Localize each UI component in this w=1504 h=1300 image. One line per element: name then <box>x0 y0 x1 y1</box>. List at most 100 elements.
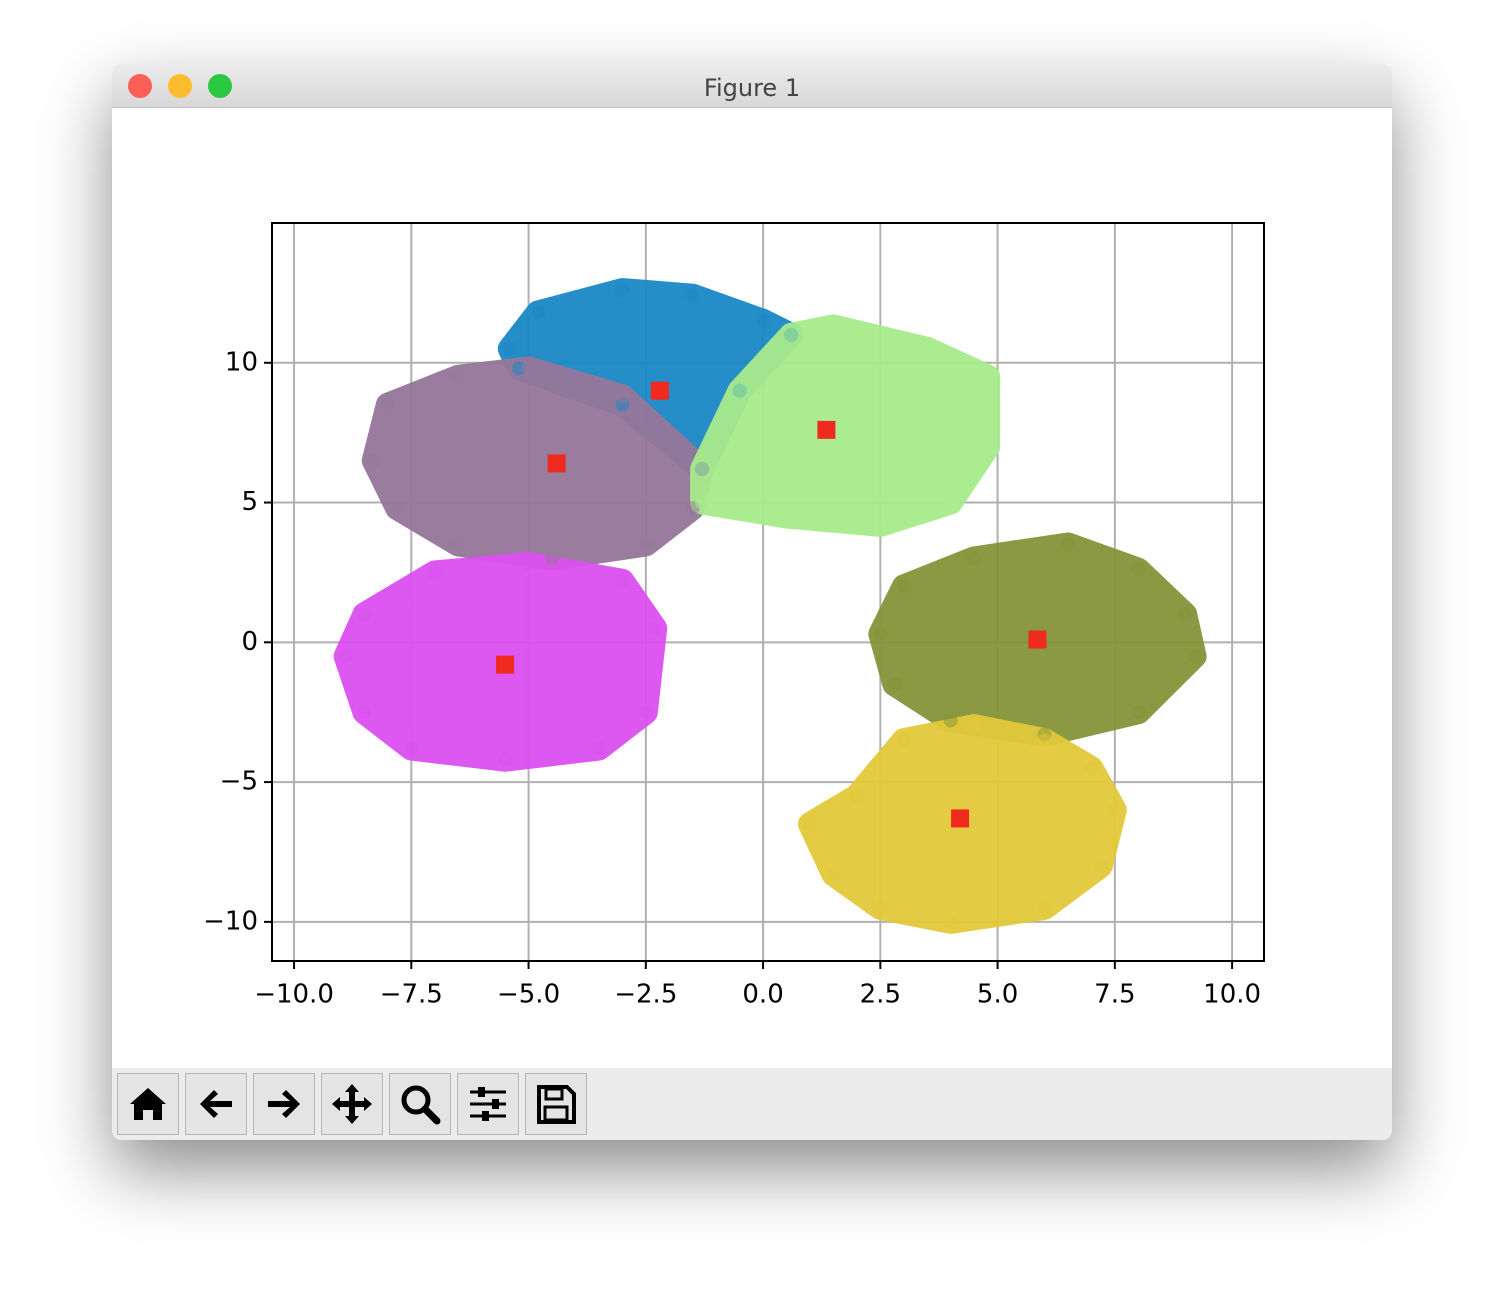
toolbar <box>112 1068 1392 1140</box>
point <box>1131 562 1146 577</box>
point <box>615 283 630 298</box>
y-tick-label: 10 <box>225 347 258 377</box>
point <box>451 537 466 552</box>
save-button[interactable] <box>525 1073 587 1135</box>
x-tick-label: 7.5 <box>1094 980 1135 1010</box>
point <box>521 557 536 572</box>
point <box>1037 900 1052 915</box>
point <box>695 462 710 476</box>
y-tick-label: −10 <box>203 906 258 936</box>
point <box>427 565 442 580</box>
point <box>357 705 372 720</box>
point <box>502 341 517 356</box>
zoom-icon <box>401 1085 441 1125</box>
point <box>920 341 935 356</box>
centroid <box>547 454 566 473</box>
point <box>943 713 958 728</box>
axes-frame <box>271 222 1265 962</box>
home-button[interactable] <box>117 1073 179 1135</box>
pan-icon <box>332 1084 372 1124</box>
point <box>615 389 630 404</box>
x-tick-label: 10.0 <box>1203 980 1261 1010</box>
point <box>685 288 700 303</box>
zoom-tool-button[interactable] <box>389 1073 451 1135</box>
point <box>784 327 799 342</box>
title-bar: Figure 1 <box>112 64 1392 108</box>
back-button[interactable] <box>185 1073 247 1135</box>
point <box>338 649 353 664</box>
x-tick-label: 5.0 <box>977 980 1018 1010</box>
centroid <box>1028 630 1047 649</box>
y-tick-label: −5 <box>220 767 258 797</box>
point <box>1093 858 1108 873</box>
point <box>981 369 996 384</box>
point <box>732 383 747 398</box>
x-tick-label: −2.5 <box>614 980 677 1010</box>
point <box>390 501 405 516</box>
point <box>849 789 864 804</box>
configure-icon <box>470 1087 506 1121</box>
point <box>1187 649 1202 664</box>
point <box>695 495 710 510</box>
point <box>1131 705 1146 720</box>
point <box>648 621 663 636</box>
x-tick-label: −10.0 <box>254 980 334 1010</box>
point <box>896 733 911 748</box>
minimize-button[interactable] <box>168 74 192 98</box>
forward-button[interactable] <box>253 1073 315 1135</box>
point <box>873 517 888 532</box>
window-title: Figure 1 <box>703 74 801 102</box>
point <box>521 361 536 376</box>
point <box>1107 803 1122 818</box>
point <box>451 369 466 384</box>
zoom-button[interactable] <box>208 74 232 98</box>
point <box>981 439 996 454</box>
chart: −10.0 −7.5 −5.0 −2.5 0.0 2.5 5.0 7.5 10.0 −10 −5 0 5… <box>203 222 1265 1010</box>
point <box>873 900 888 915</box>
point <box>1178 607 1193 622</box>
point <box>1084 761 1099 776</box>
home-icon <box>130 1088 166 1120</box>
point <box>545 551 560 566</box>
point <box>887 677 902 692</box>
centroid <box>496 655 515 674</box>
point <box>615 573 630 588</box>
point <box>591 741 606 756</box>
point <box>967 719 982 734</box>
y-tick-label: 0 <box>241 627 258 657</box>
configure-button[interactable] <box>457 1073 519 1135</box>
point <box>826 319 841 334</box>
point <box>638 705 653 720</box>
point <box>967 551 982 566</box>
point <box>1037 733 1052 748</box>
point <box>530 305 545 320</box>
point <box>1060 537 1075 552</box>
point <box>366 453 381 468</box>
x-tick-label: 0.0 <box>742 980 783 1010</box>
save-icon <box>537 1085 576 1124</box>
forward-icon <box>268 1090 300 1118</box>
close-button[interactable] <box>128 74 152 98</box>
centroid <box>817 420 836 439</box>
x-tick-label: 2.5 <box>860 980 901 1010</box>
x-tick-label: −7.5 <box>380 980 443 1010</box>
point <box>943 495 958 510</box>
point <box>756 313 771 328</box>
x-tick-label: −5.0 <box>497 980 560 1010</box>
point <box>498 752 513 767</box>
window: Figure 1 −10.0 −7.5 −5.0 −2.5 0.0 2.5 5.0 7.5 10… <box>112 64 1392 1140</box>
point <box>638 537 653 552</box>
back-icon <box>200 1090 232 1118</box>
centroid <box>650 381 669 400</box>
pan-button[interactable] <box>321 1073 383 1135</box>
point <box>802 817 817 832</box>
centroid <box>951 809 970 828</box>
point <box>357 607 372 622</box>
point <box>380 397 395 412</box>
point <box>826 867 841 882</box>
point <box>896 579 911 594</box>
y-tick-label: 5 <box>241 487 258 517</box>
point <box>943 914 958 929</box>
cluster-area <box>690 314 1001 537</box>
